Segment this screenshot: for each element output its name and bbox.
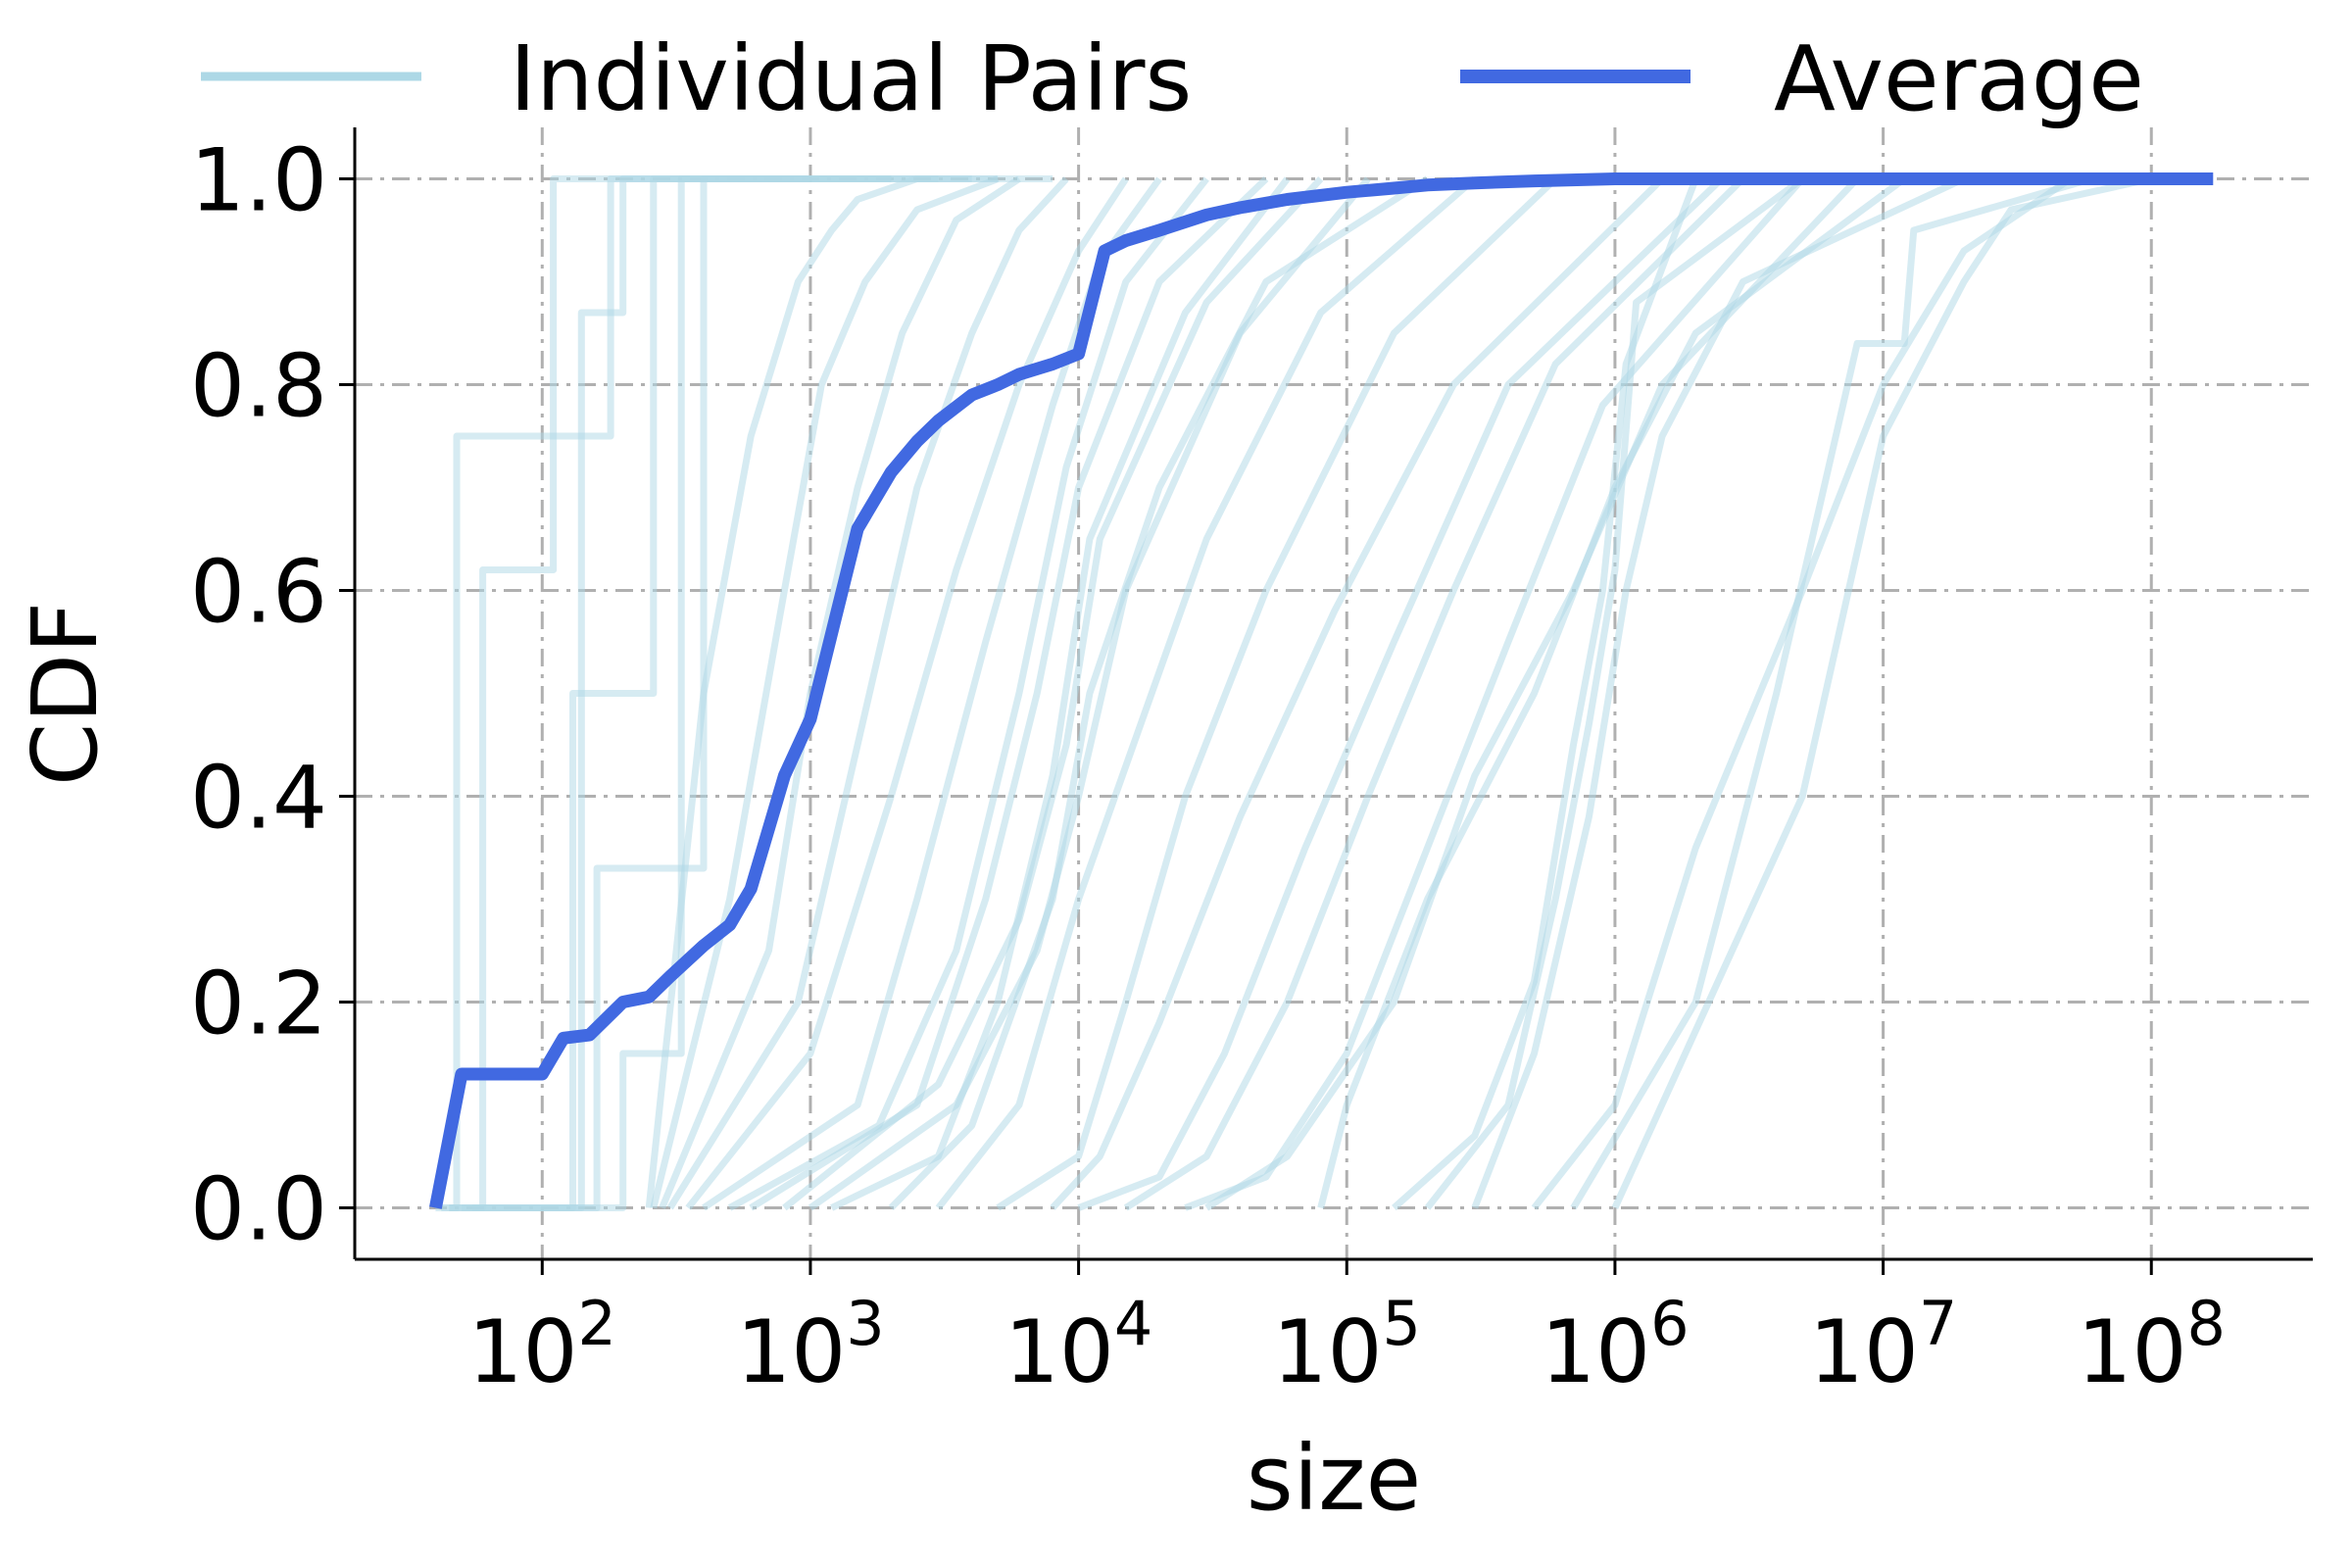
individual-pair-line-24: [1204, 176, 1860, 1211]
individual-pair-line-7: [650, 175, 1000, 1209]
average-line: [429, 172, 2214, 1209]
individual-pair-line-20: [1050, 176, 1665, 1210]
x-tick-label-5: 107: [1809, 1288, 1957, 1402]
legend-label-individual-pairs: Individual Pairs: [510, 26, 1192, 131]
y-tick-label-1: 0.2: [190, 954, 327, 1054]
y-tick-label-4: 0.8: [190, 336, 327, 437]
y-tick-label-0: 0.0: [190, 1159, 327, 1260]
individual-pair-line-8: [659, 175, 1021, 1209]
individual-pair-line-26: [1392, 177, 1699, 1211]
individual-pair-line-30: [1570, 175, 2093, 1210]
individual-pair-line-18: [935, 175, 1478, 1210]
individual-pair-line-9: [666, 176, 1069, 1210]
individual-pair-line-25: [1317, 175, 1907, 1209]
individual-pair-line-17: [888, 175, 1430, 1210]
individual-pair-line-31: [1611, 175, 2152, 1209]
x-tick-label-6: 108: [2078, 1288, 2226, 1402]
legend: Individual Pairs Average: [201, 26, 2144, 131]
individual-pair-line-5: [472, 175, 892, 1211]
y-axis-label: CDF: [13, 602, 118, 786]
y-axis-ticks: 0.0 0.2 0.4 0.6 0.8 1.0: [190, 130, 355, 1260]
x-tick-label-2: 104: [1004, 1288, 1152, 1402]
x-axis-ticks: 102 103 104 105 106 107 108: [468, 1259, 2226, 1402]
individual-pair-line-28: [1471, 175, 1966, 1209]
y-tick-label-2: 0.4: [190, 748, 327, 849]
individual-pair-line-23: [1184, 176, 1805, 1211]
individual-pairs-lines: [435, 175, 2152, 1211]
x-tick-label-4: 106: [1541, 1288, 1689, 1402]
individual-pair-line-13: [749, 175, 1269, 1211]
individual-pair-line-21: [1077, 175, 1725, 1211]
average-line-layer: [429, 172, 2214, 1209]
individual-pair-line-6: [645, 175, 972, 1208]
legend-label-average: Average: [1774, 26, 2144, 131]
individual-pair-line-19: [996, 175, 1558, 1211]
y-tick-label-5: 1.0: [190, 130, 327, 231]
individual-pair-line-12: [727, 176, 1209, 1211]
individual-pair-line-10: [685, 176, 1129, 1210]
individual-pair-line-14: [782, 176, 1324, 1211]
x-tick-label-0: 102: [468, 1288, 616, 1402]
x-tick-label-1: 103: [736, 1288, 884, 1402]
x-axis-label: size: [1247, 1426, 1421, 1531]
individual-pair-line-22: [1123, 176, 1745, 1211]
x-tick-label-3: 105: [1273, 1288, 1421, 1402]
y-tick-label-3: 0.6: [190, 542, 327, 643]
individual-pair-line-27: [1424, 175, 1805, 1210]
